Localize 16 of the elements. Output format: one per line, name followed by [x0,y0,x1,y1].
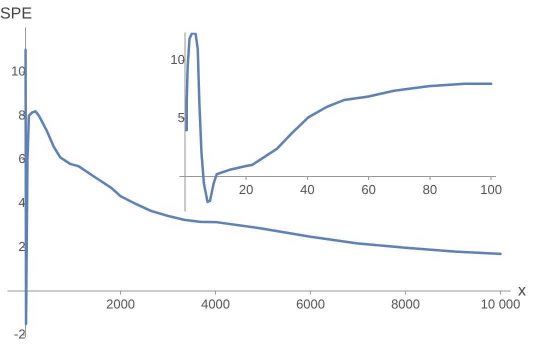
y-axis-title: SPE [0,5,32,22]
x-tick-label: 4000 [201,296,230,312]
y-tick-label: 5 [178,110,185,126]
y-tick-label: 10 [170,52,185,68]
x-tick-label: 6000 [296,296,325,312]
x-tick-label: 20 [238,182,254,197]
y-tick-label: -2 [14,326,26,342]
x-tick-label: 80 [422,182,438,197]
x-tick-label: 2000 [106,296,136,312]
x-tick-label: 60 [361,182,376,197]
x-tick-label: 8000 [391,296,420,312]
x-tick-label: 10 000 [480,296,520,312]
x-axis-title: x [518,282,526,300]
x-tick-label: 100 [480,182,502,197]
x-tick-label: 40 [300,182,315,197]
y-tick-label: 8 [18,107,26,122]
